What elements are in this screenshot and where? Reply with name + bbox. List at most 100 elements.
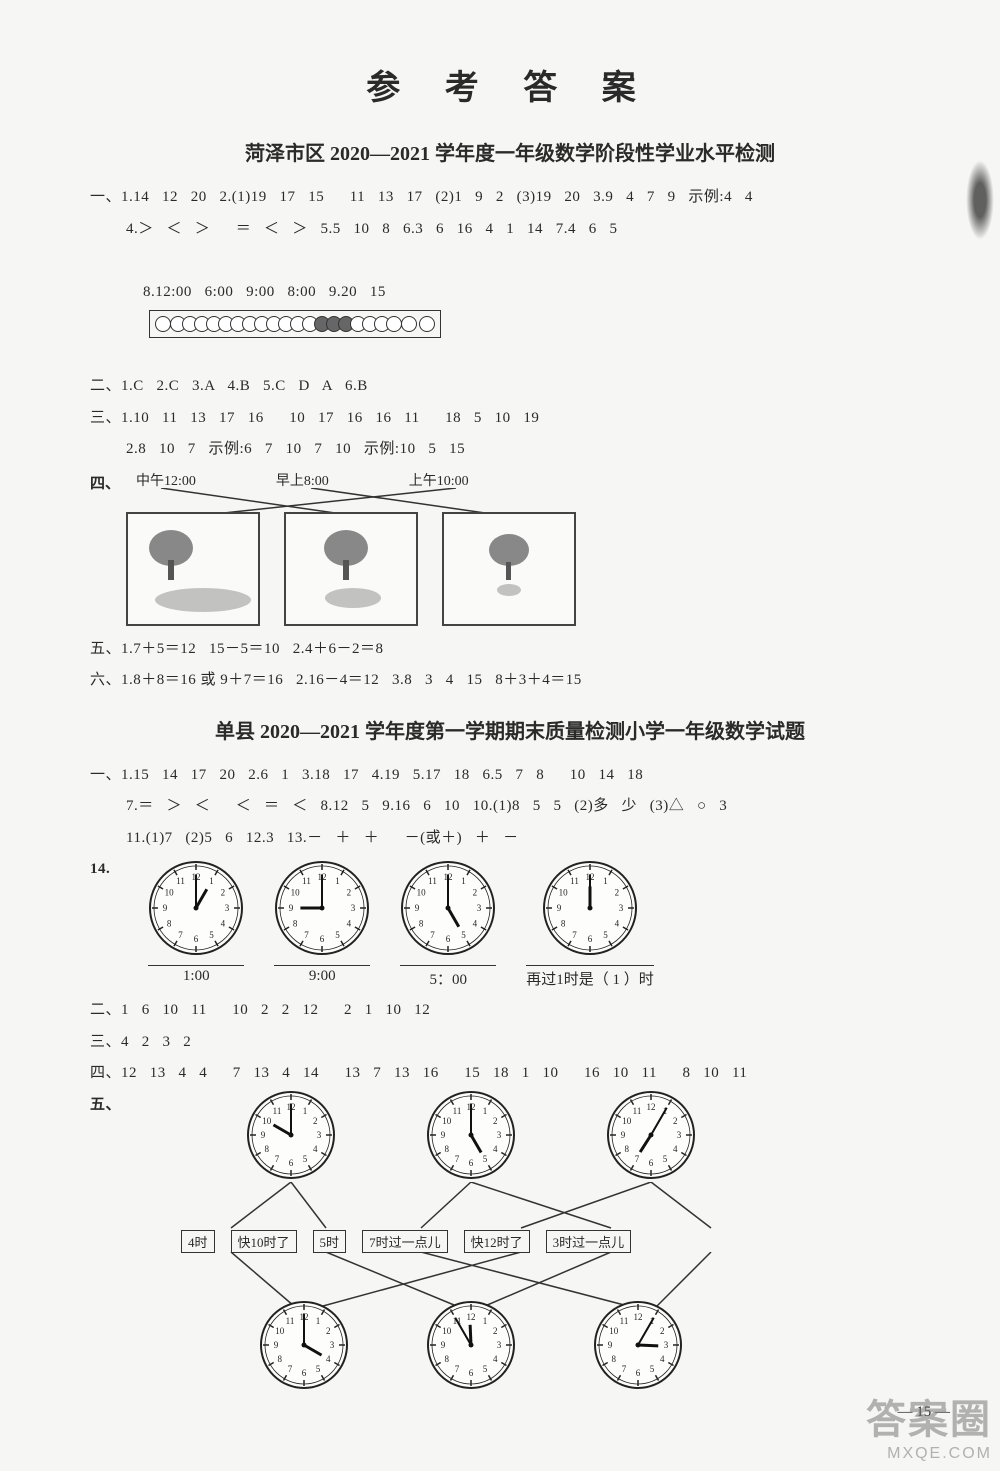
svg-text:5: 5 [663, 1154, 668, 1164]
svg-text:2: 2 [615, 888, 620, 898]
q5-label-row: 4时 快10时了 5时 7时过一点儿 快12时了 3时过一点儿 [181, 1230, 631, 1253]
svg-text:4: 4 [493, 1144, 498, 1154]
svg-text:11: 11 [176, 876, 185, 886]
svg-text:4: 4 [221, 919, 226, 929]
svg-text:9: 9 [607, 1340, 612, 1350]
svg-text:10: 10 [442, 1326, 452, 1336]
svg-text:10: 10 [165, 888, 175, 898]
svg-text:2: 2 [673, 1116, 678, 1126]
svg-text:1: 1 [316, 1315, 321, 1325]
svg-text:12: 12 [647, 1102, 656, 1112]
q4-time-c: 上午10:00 [409, 470, 469, 490]
svg-text:6: 6 [302, 1368, 307, 1378]
watermark: 答案圈 MXQE.COM [866, 1387, 992, 1463]
svg-text:8: 8 [561, 919, 566, 929]
main-title: 参 考 答 案 [90, 60, 930, 109]
q5-bot-clock-0: 121234567891011 [259, 1300, 349, 1395]
svg-text:2: 2 [493, 1326, 498, 1336]
svg-text:6: 6 [446, 934, 451, 944]
svg-text:2: 2 [473, 888, 478, 898]
svg-text:7: 7 [179, 930, 184, 940]
svg-text:11: 11 [428, 876, 437, 886]
svg-text:1: 1 [603, 876, 608, 886]
svg-text:5: 5 [462, 930, 467, 940]
svg-text:6: 6 [635, 1368, 640, 1378]
s1-line7: 五、1.7＋5＝12 15－5＝10 2.4＋6－2＝8 [90, 634, 930, 666]
svg-text:8: 8 [445, 1144, 450, 1154]
svg-text:3: 3 [330, 1340, 335, 1350]
q5-diagram: 121234567891011 121234567891011 12123456… [141, 1090, 741, 1470]
svg-text:10: 10 [442, 1116, 452, 1126]
svg-text:7: 7 [572, 930, 577, 940]
s1-line8: 六、1.8＋8＝16 或 9＋7＝16 2.16－4＝12 3.8 3 4 15… [90, 665, 930, 697]
svg-text:9: 9 [289, 903, 294, 913]
scan-smudge [966, 160, 994, 240]
s2-q5-label: 五、 [90, 1090, 121, 1470]
svg-text:6: 6 [320, 934, 325, 944]
q5-lab-b: 快10时了 [231, 1230, 297, 1253]
clock14-1: 121234567891011 9:00 [274, 860, 370, 985]
s1-q4-label: 四、 [90, 470, 120, 493]
q5-lab-a: 4时 [181, 1230, 215, 1253]
bead-diagram [149, 310, 441, 338]
svg-text:9: 9 [261, 1130, 266, 1140]
s2-line4: 二、1 6 10 11 10 2 2 12 2 1 10 12 [90, 995, 930, 1027]
svg-text:8: 8 [445, 1354, 450, 1364]
s1-line4: 二、1.C 2.C 3.A 4.B 5.C D A 6.B [90, 371, 930, 403]
svg-text:7: 7 [288, 1364, 293, 1374]
svg-text:6: 6 [588, 934, 593, 944]
svg-text:7: 7 [431, 930, 436, 940]
svg-text:5: 5 [603, 930, 608, 940]
svg-text:1: 1 [483, 1315, 488, 1325]
svg-text:8: 8 [625, 1144, 630, 1154]
q5-lab-f: 3时过一点儿 [546, 1230, 632, 1253]
svg-text:10: 10 [559, 888, 569, 898]
clock14-2: 121234567891011 5：00 [400, 860, 496, 989]
svg-text:2: 2 [347, 888, 352, 898]
svg-text:2: 2 [313, 1116, 318, 1126]
svg-text:9: 9 [621, 1130, 626, 1140]
watermark-big: 答案圈 [866, 1387, 992, 1445]
svg-text:11: 11 [570, 876, 579, 886]
svg-text:1: 1 [462, 876, 467, 886]
svg-text:9: 9 [557, 903, 562, 913]
svg-text:3: 3 [477, 903, 482, 913]
s1-line2: 4.＞ ＜ ＞ ＝ ＜ ＞ 5.5 10 8 6.3 6 16 4 1 14 7… [90, 214, 930, 246]
svg-text:4: 4 [615, 919, 620, 929]
svg-text:8: 8 [167, 919, 172, 929]
svg-text:6: 6 [289, 1158, 294, 1168]
svg-text:12: 12 [467, 1312, 476, 1322]
svg-text:8: 8 [419, 919, 424, 929]
tree-short-shadow-icon [449, 520, 569, 620]
svg-text:7: 7 [275, 1154, 280, 1164]
s2-line1: 一、1.15 14 17 20 2.6 1 3.18 17 4.19 5.17 … [90, 760, 930, 792]
svg-text:2: 2 [326, 1326, 331, 1336]
tree-med-shadow-icon [291, 520, 411, 620]
q5-lab-c: 5时 [313, 1230, 347, 1253]
svg-text:5: 5 [303, 1154, 308, 1164]
svg-text:7: 7 [621, 1364, 626, 1374]
svg-text:3: 3 [677, 1130, 682, 1140]
svg-text:4: 4 [347, 919, 352, 929]
svg-text:2: 2 [660, 1326, 665, 1336]
q5-bot-clock-2: 121234567891011 [593, 1300, 683, 1395]
clock14-row: 121234567891011 1:00 121234567891011 9:0… [148, 860, 654, 989]
s2-line5: 三、4 2 3 2 [90, 1027, 930, 1059]
q5-bot-row: 121234567891011 121234567891011 12123456… [221, 1300, 721, 1395]
tree-long-shadow-icon [133, 520, 253, 620]
svg-text:6: 6 [469, 1368, 474, 1378]
svg-text:11: 11 [619, 1315, 628, 1325]
svg-text:9: 9 [415, 903, 420, 913]
svg-text:10: 10 [417, 888, 427, 898]
svg-text:9: 9 [163, 903, 168, 913]
svg-text:11: 11 [302, 876, 311, 886]
q5-lab-e: 快12时了 [464, 1230, 530, 1253]
svg-text:11: 11 [273, 1105, 282, 1115]
svg-text:8: 8 [265, 1144, 270, 1154]
svg-text:4: 4 [493, 1354, 498, 1364]
svg-text:3: 3 [619, 903, 624, 913]
svg-text:1: 1 [336, 876, 341, 886]
svg-text:10: 10 [291, 888, 301, 898]
svg-text:10: 10 [622, 1116, 632, 1126]
svg-text:4: 4 [673, 1144, 678, 1154]
